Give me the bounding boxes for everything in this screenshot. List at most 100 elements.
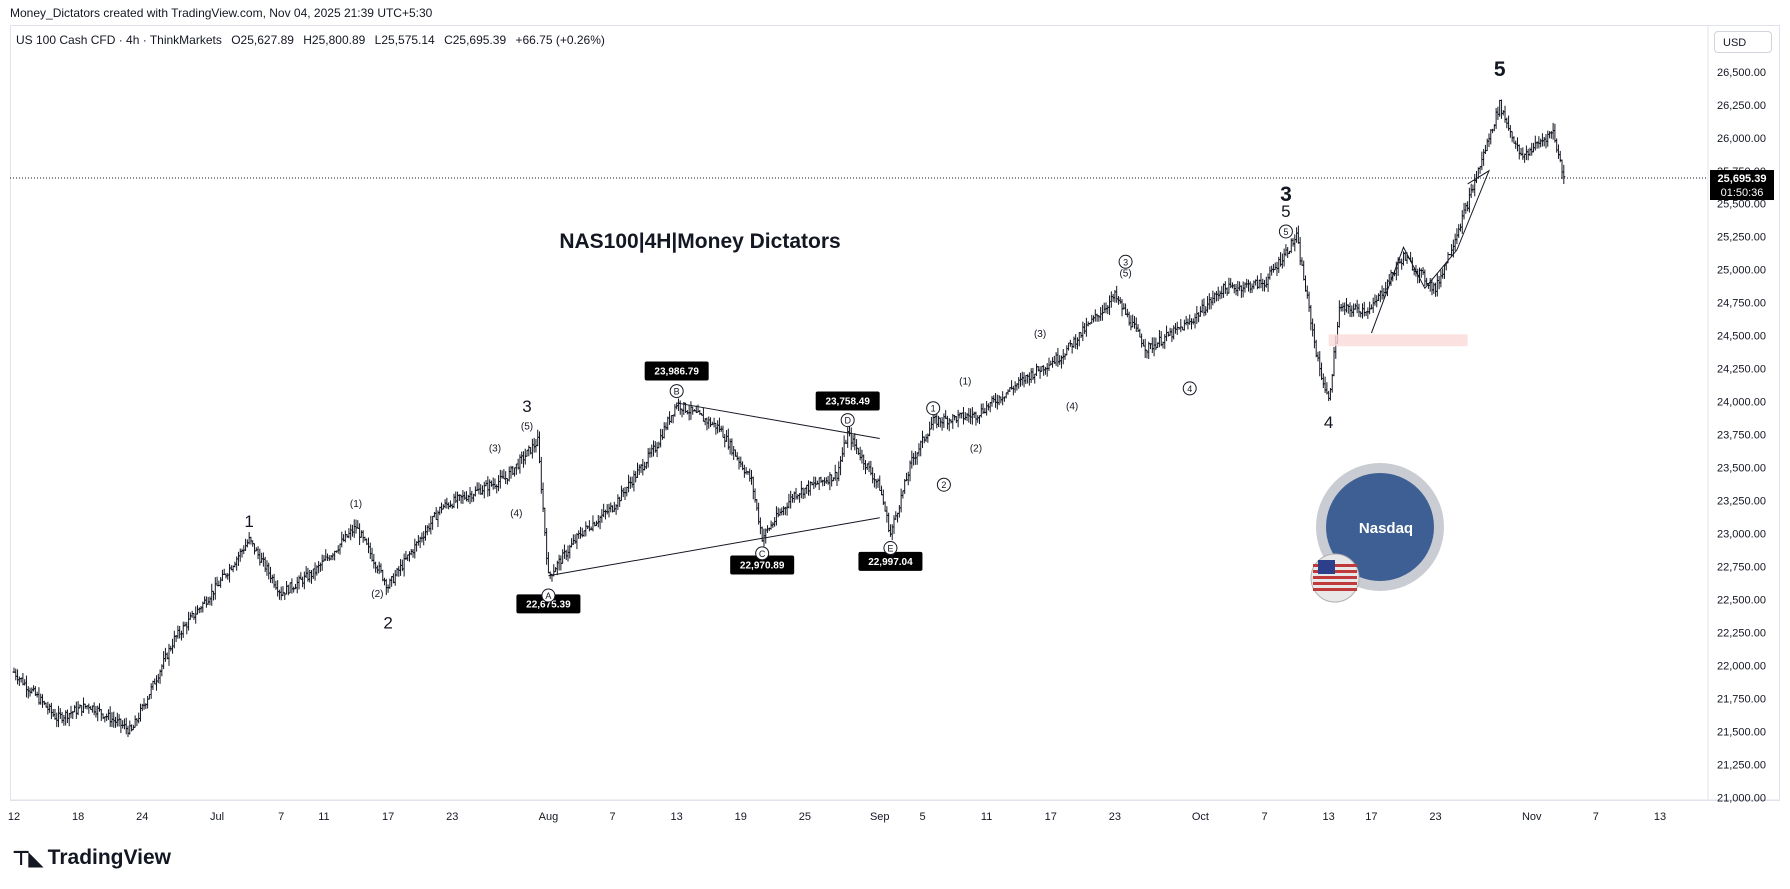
price-label: 22,675.39	[526, 599, 571, 610]
ohlc-low: L25,575.14	[374, 33, 435, 47]
wave-label: 2	[383, 614, 392, 633]
brand-name: TradingView	[47, 846, 171, 869]
circled-wave-marker	[755, 546, 770, 561]
us-flag-stripe	[1313, 588, 1357, 591]
circled-wave-label: A	[545, 591, 551, 601]
chart-title: NAS100|4H|Money Dictators	[559, 230, 840, 253]
y-tick-label: 21,000.00	[1717, 792, 1766, 804]
x-tick-label: 7	[609, 811, 615, 823]
x-tick-label: 17	[1365, 811, 1377, 823]
y-tick-label: 21,750.00	[1717, 693, 1766, 705]
y-tick-label: 23,250.00	[1717, 496, 1766, 508]
last-price-value: 25,695.39	[1718, 173, 1767, 185]
circled-wave-marker	[883, 541, 898, 556]
x-tick-label: 23	[446, 811, 458, 823]
price-label: 23,758.49	[825, 397, 870, 408]
circled-wave-marker	[1182, 381, 1197, 396]
y-tick-label: 24,500.00	[1717, 331, 1766, 343]
x-tick-label: 23	[1429, 811, 1441, 823]
support-zone	[1328, 334, 1468, 347]
price-label-box	[858, 551, 923, 571]
circled-wave-label: C	[759, 549, 766, 559]
x-tick-label: 13	[671, 811, 683, 823]
y-tick-label: 26,000.00	[1717, 133, 1766, 145]
nasdaq-badge-icon	[1326, 473, 1434, 581]
chart-credit: Money_Dictators created with TradingView…	[10, 6, 433, 20]
ohlc-close: C25,695.39	[444, 33, 507, 47]
wave-label: 3	[522, 397, 531, 416]
y-tick-label: 24,250.00	[1717, 364, 1766, 376]
y-tick-label: 24,750.00	[1717, 298, 1766, 310]
wave-label: 5	[1281, 202, 1290, 221]
circled-wave-label: 1	[931, 404, 936, 414]
y-tick-label: 22,750.00	[1717, 562, 1766, 574]
tradingview-brand[interactable]: ⊤◣ TradingView	[12, 846, 171, 870]
circled-wave-marker	[936, 477, 951, 492]
y-tick-label: 26,500.00	[1717, 67, 1766, 79]
price-label: 22,970.89	[740, 560, 785, 571]
symbol-legend: US 100 Cash CFD · 4h · ThinkMarkets O25,…	[16, 33, 611, 47]
wave-label: (5)	[521, 421, 533, 432]
x-tick-label: 23	[1109, 811, 1121, 823]
circled-wave-label: E	[887, 544, 893, 554]
x-tick-label: 11	[981, 811, 992, 823]
x-tick-label: Aug	[539, 811, 559, 823]
wave-label: (1)	[350, 499, 362, 510]
ohlc-open: O25,627.89	[231, 33, 294, 47]
circled-wave-marker	[541, 588, 556, 603]
price-label-box	[730, 555, 795, 575]
wave-label: (5)	[1119, 268, 1131, 279]
y-tick-label: 22,000.00	[1717, 660, 1766, 672]
y-tick-label: 26,250.00	[1717, 100, 1766, 112]
y-tick-label: 21,250.00	[1717, 759, 1766, 771]
wave-label: (2)	[371, 589, 383, 600]
y-tick-label: 24,000.00	[1717, 397, 1766, 409]
us-flag-stripe	[1313, 576, 1357, 579]
y-tick-label: 25,000.00	[1717, 265, 1766, 277]
x-tick-label: 13	[1654, 811, 1666, 823]
circled-wave-marker	[669, 384, 684, 399]
x-tick-label: 5	[919, 811, 925, 823]
x-tick-label: 24	[136, 811, 148, 823]
x-tick-label: 7	[1261, 811, 1267, 823]
x-tick-label: Nov	[1522, 811, 1542, 823]
y-tick-label: 25,250.00	[1717, 232, 1766, 244]
x-tick-label: 25	[799, 811, 811, 823]
circled-wave-marker	[840, 413, 855, 428]
circled-wave-label: 2	[941, 480, 946, 490]
projection-path	[1370, 169, 1491, 334]
x-tick-label: Sep	[870, 811, 890, 823]
x-tick-label: 7	[278, 811, 284, 823]
currency-selector[interactable]: USD	[1714, 31, 1772, 53]
last-price-box	[1710, 170, 1774, 201]
wave-label: 5	[1494, 58, 1506, 81]
y-tick-label: 22,250.00	[1717, 627, 1766, 639]
y-tick-label: 23,000.00	[1717, 529, 1766, 541]
wave-label: (2)	[970, 444, 982, 455]
x-tick-label: 11	[318, 811, 329, 823]
y-tick-label: 25,500.00	[1717, 199, 1766, 211]
price-label: 22,997.04	[868, 557, 913, 568]
price-label-box	[815, 391, 880, 411]
y-tick-label: 23,750.00	[1717, 430, 1766, 442]
triangle-trendline	[676, 402, 880, 440]
x-tick-label: Oct	[1192, 811, 1209, 823]
circled-wave-marker	[1278, 224, 1293, 239]
circled-wave-marker	[1118, 254, 1133, 269]
price-label: 23,986.79	[654, 366, 699, 377]
price-change: +66.75 (+0.26%)	[515, 33, 605, 47]
circled-wave-label: 3	[1123, 257, 1128, 267]
wave-label: (3)	[1034, 329, 1046, 340]
price-label-box	[516, 594, 581, 614]
x-tick-label: 17	[1045, 811, 1057, 823]
x-tick-label: 7	[1593, 811, 1599, 823]
bar-countdown: 01:50:36	[1721, 187, 1764, 199]
y-tick-label: 22,500.00	[1717, 594, 1766, 606]
circled-wave-label: 4	[1187, 384, 1192, 394]
wave-label: (4)	[1066, 402, 1078, 413]
circled-wave-label: 5	[1283, 227, 1288, 237]
y-tick-label: 21,500.00	[1717, 726, 1766, 738]
x-tick-label: Jul	[210, 811, 224, 823]
price-label-box	[644, 361, 709, 381]
